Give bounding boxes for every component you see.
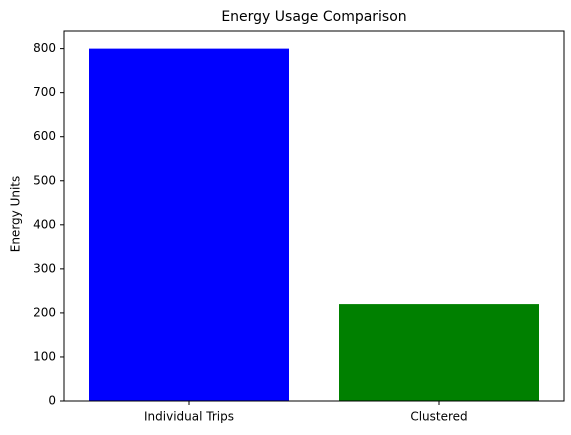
y-tick-label: 500 (33, 173, 56, 187)
plot-frame (63, 30, 565, 402)
y-tick-label: 600 (33, 129, 56, 143)
y-tick-label: 0 (48, 394, 56, 408)
bar (339, 304, 539, 401)
bar (89, 48, 289, 401)
y-tick-label: 800 (33, 41, 56, 55)
y-tick-label: 700 (33, 85, 56, 99)
x-tick-label: Clustered (410, 410, 467, 424)
y-tick-label: 400 (33, 217, 56, 231)
chart-title: Energy Usage Comparison (221, 9, 406, 25)
y-tick-label: 300 (33, 261, 56, 275)
y-axis-label: Energy Units (9, 176, 23, 253)
y-tick-label: 200 (33, 305, 56, 319)
y-tick-label: 100 (33, 349, 56, 363)
x-tick-label: Individual Trips (144, 410, 234, 424)
